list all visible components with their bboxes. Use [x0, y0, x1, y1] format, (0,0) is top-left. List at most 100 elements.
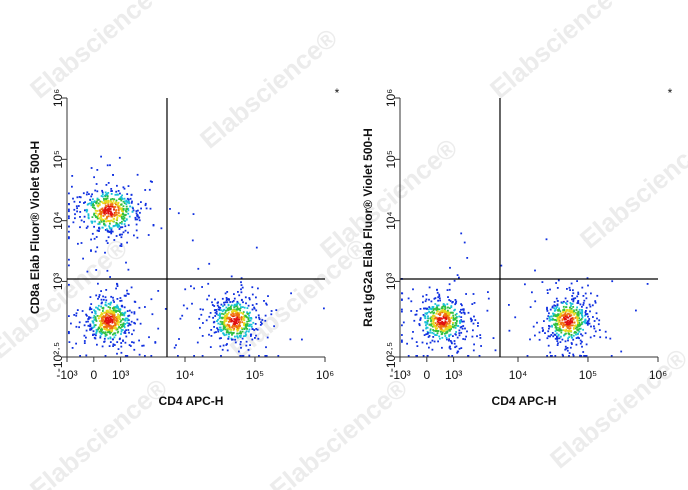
event-dot [240, 284, 243, 286]
event-dot [594, 301, 597, 304]
event-dot [243, 322, 245, 325]
event-dot [223, 303, 226, 306]
event-dot [579, 354, 581, 357]
event-dot [119, 208, 122, 210]
event-dot [86, 225, 89, 228]
event-dot [95, 294, 98, 297]
event-dot [111, 320, 114, 323]
event-dot [109, 341, 112, 343]
x-tick-label: 10⁴ [509, 368, 528, 382]
event-dot [105, 304, 108, 307]
event-dot [90, 220, 93, 223]
event-dot [562, 326, 564, 328]
event-dot [235, 309, 238, 312]
event-dot [246, 320, 248, 323]
event-dot [560, 312, 563, 315]
event-dot [130, 311, 133, 314]
event-dot [458, 276, 460, 279]
event-dot [443, 330, 446, 332]
event-dot [546, 317, 549, 320]
event-dot [231, 338, 233, 341]
y-tick-label: 10³ [384, 273, 398, 290]
event-dot [68, 230, 70, 233]
event-dot [90, 202, 93, 205]
event-dot [94, 250, 97, 253]
event-dot [104, 229, 107, 231]
event-dot [105, 209, 108, 212]
event-dot [568, 323, 571, 326]
event-dot [435, 330, 437, 332]
event-dot [553, 315, 555, 317]
event-dot [108, 324, 111, 327]
event-dot [244, 323, 247, 326]
event-dot [110, 193, 113, 195]
event-dot [105, 326, 108, 328]
event-dot [118, 325, 121, 328]
event-dot [244, 315, 247, 318]
event-dot [246, 307, 249, 309]
event-dot [407, 355, 410, 357]
event-dot [580, 333, 582, 336]
event-dot [236, 300, 239, 303]
event-dot [219, 323, 222, 326]
event-dot [226, 328, 229, 331]
event-dot [83, 215, 86, 218]
event-dot [192, 213, 195, 215]
event-dot [231, 333, 233, 336]
event-dot [559, 325, 561, 328]
event-dot [563, 316, 565, 319]
event-dot [112, 225, 115, 227]
event-dot [226, 317, 228, 320]
event-dot [247, 330, 250, 333]
event-dot [100, 316, 103, 318]
event-dot [104, 218, 107, 220]
event-dot [123, 214, 126, 216]
event-dot [109, 327, 111, 330]
event-dot [449, 328, 452, 331]
event-dot [564, 297, 567, 300]
event-dot [206, 298, 209, 301]
event-dot [98, 221, 101, 224]
event-dot [477, 322, 479, 324]
event-dot [565, 302, 567, 304]
event-dot [265, 303, 268, 306]
event-dot [100, 333, 103, 335]
event-dot [100, 330, 103, 332]
event-dot [447, 326, 449, 328]
event-dot [448, 311, 450, 314]
event-dot [215, 331, 217, 333]
event-dot [217, 330, 220, 333]
event-dot [132, 207, 134, 210]
event-dot [438, 317, 441, 319]
event-dot [103, 209, 106, 211]
event-dot [102, 218, 105, 221]
event-dot [407, 297, 410, 300]
event-dot [94, 220, 96, 223]
event-dot [235, 319, 238, 322]
event-dot [100, 298, 103, 301]
event-dot [561, 314, 564, 317]
event-dot [236, 313, 238, 316]
event-dot [100, 328, 103, 330]
event-dot [236, 312, 239, 315]
event-dot [454, 308, 456, 311]
event-dot [230, 320, 233, 323]
event-dot [228, 325, 230, 327]
event-dot [415, 341, 418, 343]
event-dot [225, 328, 227, 331]
event-dot [255, 334, 257, 337]
event-dot [426, 355, 429, 357]
event-dot [440, 325, 442, 327]
event-dot [96, 190, 99, 193]
event-dot [103, 337, 106, 340]
event-dot [242, 317, 244, 320]
event-dot [118, 338, 121, 341]
event-dot [245, 302, 247, 305]
event-dot [111, 327, 114, 329]
event-dot [242, 335, 245, 338]
event-dot [233, 314, 235, 317]
event-dot [455, 345, 458, 348]
event-dot [99, 325, 102, 328]
event-dot [90, 327, 93, 330]
event-dot [579, 324, 581, 327]
